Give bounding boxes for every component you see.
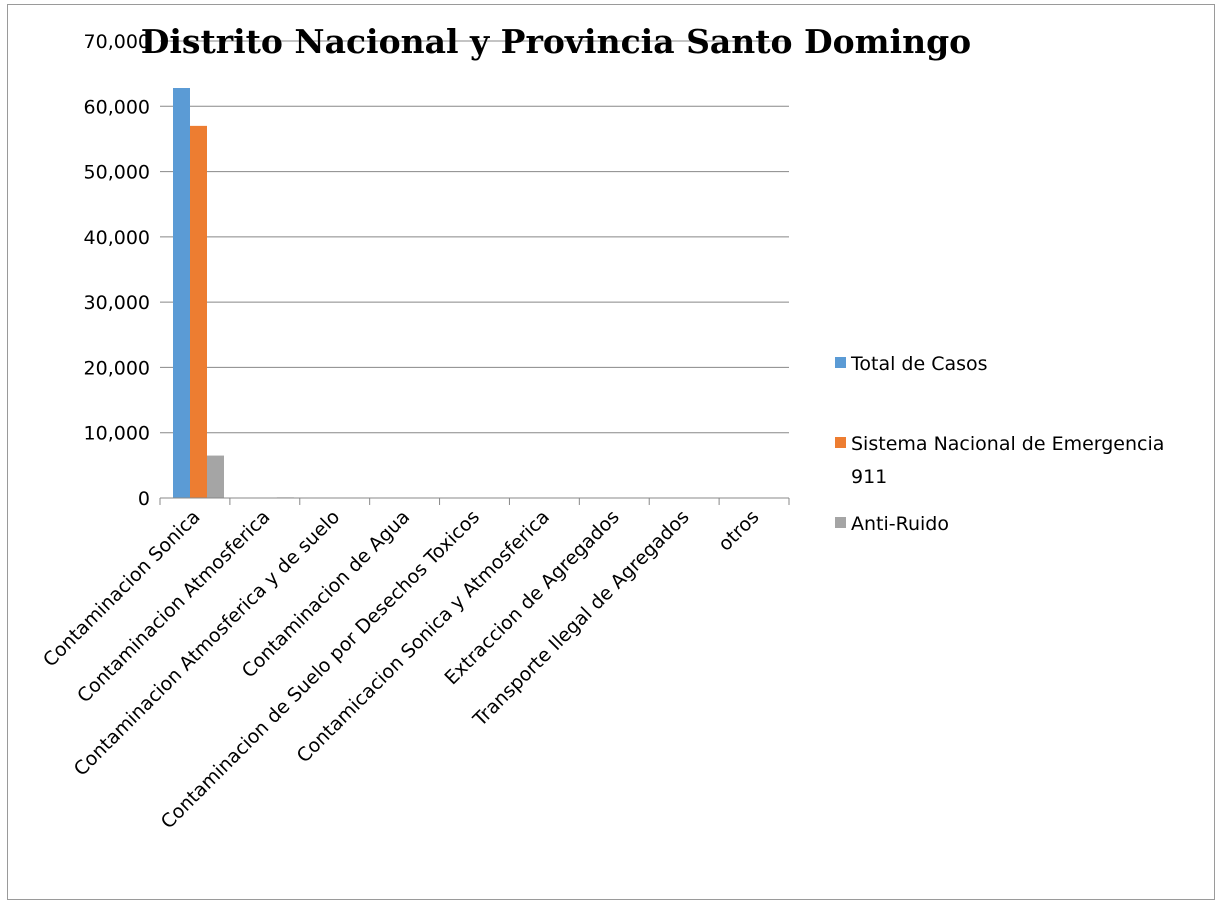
bar	[173, 88, 190, 499]
legend-label-line: 911	[851, 466, 887, 488]
x-tick-label: Contaminacion Atmosferica y de suelo	[70, 506, 345, 781]
legend-label: Total de Casos	[850, 353, 988, 375]
legend-swatch	[835, 357, 846, 368]
y-tick-label: 50,000	[84, 162, 150, 184]
x-tick-label: Contamicacion Sonica y Atmosferica	[293, 506, 554, 767]
bar	[190, 125, 207, 498]
chart-title: Distrito Nacional y Provincia Santo Domi…	[141, 22, 971, 61]
chart-frame: 0 10,000 20,000 30,000 40,000 50,000 60,000 70,…	[7, 4, 1215, 900]
x-tick-label: Contaminacion de Suelo por Desechos Toxi…	[157, 506, 484, 833]
y-tick-label: 20,000	[84, 357, 150, 379]
y-tick-labels: 0 10,000 20,000 30,000 40,000 50,000 60,000 70,…	[84, 31, 150, 510]
bar-chart: 0 10,000 20,000 30,000 40,000 50,000 60,000 70,…	[39, 22, 1164, 833]
y-tick-label: 30,000	[84, 292, 150, 314]
legend-label: Sistema Nacional de Emergencia 911	[851, 433, 1164, 488]
x-tick-label: otros	[714, 506, 763, 555]
legend-label: Anti-Ruido	[851, 513, 949, 535]
legend-swatch	[835, 517, 846, 528]
legend-swatch	[835, 437, 846, 448]
legend-label-line: Total de Casos	[850, 353, 988, 375]
y-tick-label: 0	[138, 488, 150, 510]
y-tick-label: 40,000	[84, 227, 150, 249]
legend-label-line: Anti-Ruido	[851, 513, 949, 535]
y-tick-label: 70,000	[84, 31, 150, 53]
bar	[207, 455, 224, 498]
gridlines	[160, 40, 789, 434]
axes	[159, 497, 790, 505]
legend-label-line: Sistema Nacional de Emergencia	[851, 433, 1164, 455]
bars	[173, 88, 784, 499]
y-tick-label: 10,000	[84, 423, 150, 445]
y-tick-label: 60,000	[84, 96, 150, 118]
legend: Total de Casos Sistema Nacional de Emerge…	[835, 353, 1164, 535]
